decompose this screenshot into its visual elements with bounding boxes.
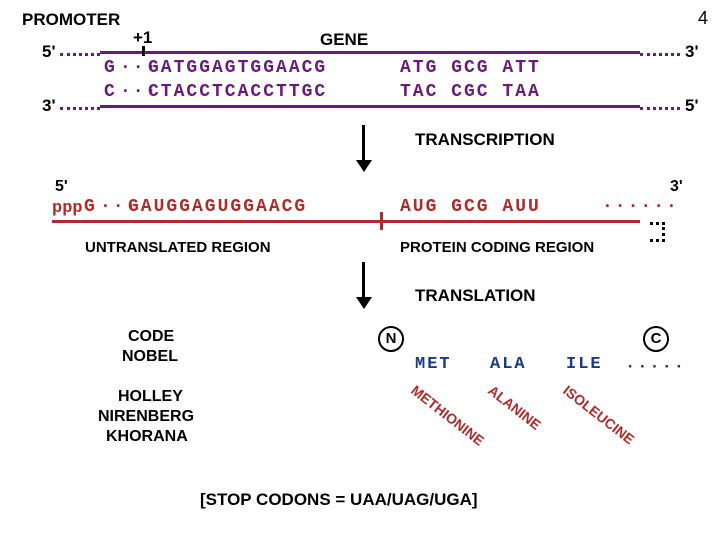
rna-line-right xyxy=(383,220,640,223)
aa-ala: ALA xyxy=(490,355,527,374)
n-terminal-circle: N xyxy=(378,326,404,352)
translation-label: TRANSLATION xyxy=(415,286,536,306)
rna-trailing: ······ xyxy=(602,197,679,217)
alanine-diag: ALANINE xyxy=(485,382,544,433)
c-terminal-circle: C xyxy=(643,326,669,352)
dna-bot-right: TAC CGC TAA xyxy=(400,82,541,102)
rna-right: AUG GCG AUU xyxy=(400,197,541,217)
dna-3prime-right: 3' xyxy=(685,42,699,62)
isoleucine-diag: ISOLEUCINE xyxy=(560,382,637,447)
dna-dotted-left-top xyxy=(60,53,100,56)
rna-g: G xyxy=(84,197,97,217)
promoter-label: PROMOTER xyxy=(22,10,120,30)
dna-5prime-right: 5' xyxy=(685,96,699,116)
dna-bot-c: C xyxy=(104,82,117,102)
dna-dotted-right-bot xyxy=(640,107,680,110)
khorana-label: KHORANA xyxy=(106,428,188,446)
rna-ppp: ppp xyxy=(52,199,83,218)
dna-dotted-right-top xyxy=(640,53,680,56)
protein-coding-label: PROTEIN CODING REGION xyxy=(400,239,594,256)
methionine-diag: METHIONINE xyxy=(408,382,487,449)
dna-3prime-left: 3' xyxy=(42,96,56,116)
transcription-label: TRANSCRIPTION xyxy=(415,130,555,150)
dna-line-top xyxy=(100,51,640,54)
rna-line-left xyxy=(52,220,380,223)
dna-bot-mid: CTACCTCACCTTGC xyxy=(148,82,327,102)
page-number: 4 xyxy=(698,8,708,29)
plus-one-tick xyxy=(142,46,145,56)
aa-trailing: ····· xyxy=(625,358,686,377)
dna-top-mid: GATGGAGTGGAACG xyxy=(148,58,327,78)
untranslated-label: UNTRANSLATED REGION xyxy=(85,239,271,256)
dna-line-bot xyxy=(100,105,640,108)
rna-5prime: 5' xyxy=(55,178,68,196)
rna-mid: GAUGGAGUGGAACG xyxy=(128,197,307,217)
nirenberg-label: NIRENBERG xyxy=(98,408,194,426)
dna-top-right: ATG GCG ATT xyxy=(400,58,541,78)
holley-label: HOLLEY xyxy=(118,388,183,406)
aa-met: MET xyxy=(415,355,452,374)
gene-label: GENE xyxy=(320,30,368,50)
plus-one-label: +1 xyxy=(133,28,152,48)
rna-3prime: 3' xyxy=(670,178,683,196)
dna-dotted-left-bot xyxy=(60,107,100,110)
code-label: CODE xyxy=(128,328,174,346)
dna-5prime-left: 5' xyxy=(42,42,56,62)
coding-bracket xyxy=(650,222,665,242)
dna-top-g: G xyxy=(104,58,117,78)
nobel-label: NOBEL xyxy=(122,348,178,366)
aa-ile: ILE xyxy=(566,355,603,374)
stop-codons-label: [STOP CODONS = UAA/UAG/UGA] xyxy=(200,490,478,510)
